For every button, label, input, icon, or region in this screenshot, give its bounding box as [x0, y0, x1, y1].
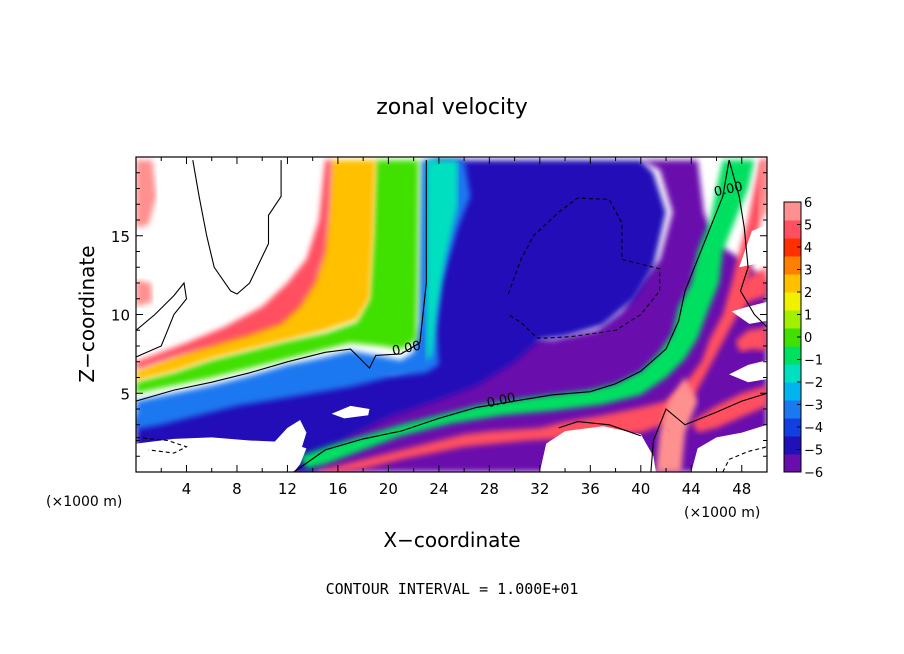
y-tick-label-2: 15: [111, 228, 130, 246]
x-tick-label-1: 8: [232, 480, 242, 498]
colorbar-swatch-8: [784, 310, 801, 329]
velocity-region-0: [136, 160, 157, 228]
colorbar-label-11: −5: [804, 444, 823, 459]
chart-title: zonal velocity: [376, 95, 528, 120]
x-tick-label-0: 4: [182, 480, 192, 498]
velocity-field: [136, 160, 767, 472]
x-tick-label-10: 44: [682, 480, 701, 498]
contour-line-6: [728, 159, 767, 328]
colorbar-label-6: 0: [804, 331, 812, 346]
velocity-region-21: [729, 360, 767, 383]
contour-line-0: [136, 160, 427, 402]
colorbar-swatch-13: [784, 220, 801, 239]
contour-line-4: [136, 281, 188, 358]
velocity-region-20: [691, 424, 767, 472]
velocity-region-12: [691, 385, 767, 433]
x-tick-label-9: 40: [631, 480, 650, 498]
colorbar-label-10: −4: [804, 421, 823, 436]
y-axis-ticks: 5 10 15: [111, 172, 767, 457]
contour-labels: 0.00 0.00 0.00: [391, 179, 744, 411]
x-tick-label-4: 20: [379, 480, 398, 498]
velocity-region-6: [136, 160, 419, 394]
velocity-region-5: [426, 160, 458, 362]
contour-line-5: [558, 421, 641, 437]
velocity-region-19: [331, 405, 370, 419]
x-axis-label: X−coordinate: [383, 528, 520, 552]
colorbar-swatch-10: [784, 274, 801, 293]
x-unit-right: (×1000 m): [684, 505, 760, 521]
colorbar-label-12: −6: [804, 466, 823, 481]
velocity-region-16: [136, 437, 307, 472]
velocity-region-4: [136, 160, 471, 430]
velocity-region-13: [729, 267, 767, 315]
x-tick-label-3: 16: [328, 480, 347, 498]
contour-line-7: [507, 197, 661, 339]
x-tick-label-2: 12: [278, 480, 297, 498]
colorbar-label-9: −3: [804, 399, 823, 414]
velocity-region-8: [136, 160, 332, 370]
y-tick-label-0: 5: [120, 385, 130, 403]
colorbar-swatch-9: [784, 292, 801, 311]
colorbar-label-1: 5: [804, 219, 812, 234]
x-axis-ticks: 4 8 12 16 20 24 28 32 36 40 44 48: [160, 157, 751, 498]
colorbar-swatch-11: [784, 256, 801, 275]
contour-label-1: 0.00: [486, 391, 517, 412]
contour-line-8: [136, 436, 188, 454]
colorbar-label-4: 2: [804, 286, 812, 301]
colorbar-label-2: 4: [804, 241, 812, 256]
velocity-region-14: [735, 327, 767, 353]
velocity-region-9: [300, 160, 755, 469]
colorbar-swatch-6: [784, 346, 801, 365]
contour-label-2: 0.00: [713, 179, 744, 200]
x-tick-label-11: 48: [732, 480, 751, 498]
colorbar-swatch-2: [784, 418, 801, 437]
contour-line-3: [192, 160, 282, 295]
colorbar-label-0: 6: [804, 196, 812, 211]
x-unit-left: (×1000 m): [46, 494, 122, 510]
x-tick-label-7: 32: [530, 480, 549, 498]
colorbar-swatch-14: [784, 202, 801, 221]
colorbar-swatch-12: [784, 238, 801, 257]
contour-line-9: [722, 446, 767, 472]
x-tick-label-8: 36: [581, 480, 600, 498]
colorbar-label-3: 3: [804, 264, 812, 279]
colorbar-label-5: 1: [804, 309, 812, 324]
colorbar-swatch-4: [784, 382, 801, 401]
colorbar-swatch-1: [784, 436, 801, 455]
velocity-region-18: [268, 420, 307, 454]
contour-interval-note: CONTOUR INTERVAL = 1.000E+01: [326, 580, 579, 598]
velocity-region-1: [136, 279, 153, 307]
colorbar-label-8: −2: [804, 376, 823, 391]
colorbar-swatch-5: [784, 364, 801, 383]
velocity-region-7: [136, 160, 376, 381]
colorbar-label-7: −1: [804, 354, 823, 369]
x-tick-label-6: 28: [480, 480, 499, 498]
colorbar: 6 5 4 3 2 1 0 −1 −2 −3 −4 −5 −6: [783, 196, 823, 481]
colorbar-swatch-7: [784, 328, 801, 347]
velocity-region-17: [539, 426, 656, 472]
x-tick-label-5: 24: [429, 480, 448, 498]
colorbar-swatch-3: [784, 400, 801, 419]
contour-lines: [136, 159, 767, 472]
velocity-region-15: [758, 160, 767, 220]
colorbar-swatch-0: [784, 454, 801, 473]
contour-label-0: 0.00: [391, 339, 422, 360]
contour-line-1: [293, 160, 730, 472]
y-tick-label-1: 10: [111, 307, 130, 325]
velocity-region-11: [655, 377, 698, 472]
y-axis-label: Z−coordinate: [75, 245, 99, 382]
contour-line-2: [650, 392, 767, 472]
